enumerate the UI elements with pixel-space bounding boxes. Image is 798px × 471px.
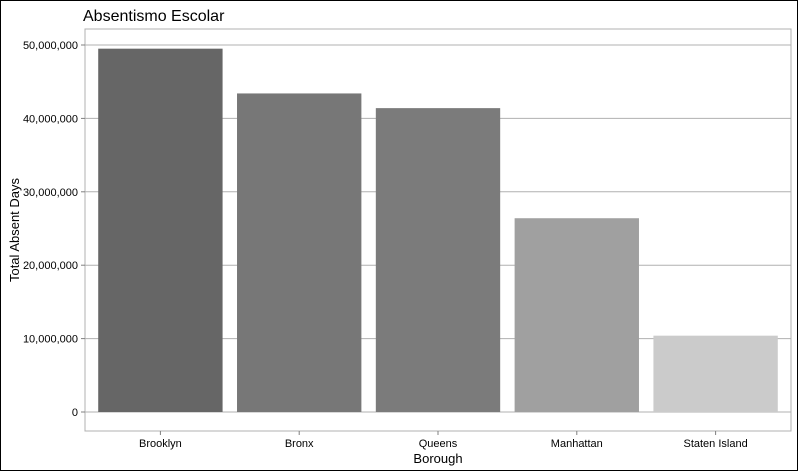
y-axis-ticks: 0 10,000,000 20,000,000 30,000,000 40,000,00…	[23, 40, 85, 419]
bar-staten-island	[653, 335, 778, 412]
bar-brooklyn	[98, 48, 223, 413]
x-tick-label: Manhattan	[551, 438, 603, 450]
x-axis-title: Borough	[413, 451, 462, 466]
y-tick-label: 30,000,000	[23, 187, 78, 199]
y-axis-title: Total Absent Days	[7, 177, 22, 282]
y-tick-label: 10,000,000	[23, 334, 78, 346]
y-tick-label: 20,000,000	[23, 260, 78, 272]
x-tick-label: Staten Island	[683, 438, 747, 450]
x-axis-ticks: Brooklyn Bronx Queens Manhattan Staten Islan…	[139, 431, 748, 450]
y-tick-label: 50,000,000	[23, 40, 78, 52]
bar-manhattan	[514, 218, 639, 412]
x-tick-label: Brooklyn	[139, 438, 182, 450]
bars	[98, 48, 778, 413]
y-tick-label: 40,000,000	[23, 113, 78, 125]
x-tick-label: Queens	[419, 438, 458, 450]
x-tick-label: Bronx	[285, 438, 314, 450]
bar-queens	[375, 108, 501, 413]
bar-bronx	[237, 93, 362, 412]
chart-title: Absentismo Escolar	[83, 8, 225, 25]
y-tick-label: 0	[72, 407, 78, 419]
